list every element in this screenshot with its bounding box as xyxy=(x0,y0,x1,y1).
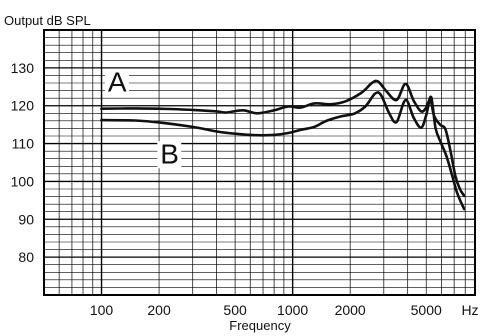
y-tick-label: 110 xyxy=(12,136,35,152)
series-layer xyxy=(100,79,466,211)
x-tick-label: 500 xyxy=(223,302,247,318)
annotation-backdrop xyxy=(104,69,129,97)
y-tick-label: 90 xyxy=(18,211,34,227)
y-tick-label: 130 xyxy=(11,60,35,76)
annotation-backdrop xyxy=(157,141,182,169)
y-tick-label: 100 xyxy=(11,173,35,189)
annotation-b: B xyxy=(160,138,179,169)
x-tick-label: 200 xyxy=(147,302,171,318)
x-tick-label: 1000 xyxy=(277,302,308,318)
y-tick-label: 120 xyxy=(11,98,35,114)
x-tick-label: 100 xyxy=(90,302,114,318)
series-line-b xyxy=(100,91,466,211)
annotation-a: A xyxy=(108,66,127,97)
x-tick-label: 5000 xyxy=(411,302,442,318)
x-tick-label: 2000 xyxy=(335,302,366,318)
y-tick-label: 80 xyxy=(18,249,34,265)
x-tick-labels: 100 200 500 1000 2000 5000 xyxy=(90,302,442,318)
y-axis-label: Output dB SPL xyxy=(4,13,91,28)
curve-annotations: AB xyxy=(104,66,182,169)
series-line-a xyxy=(100,79,466,198)
plot-frame xyxy=(43,29,476,296)
x-axis-unit: Hz xyxy=(461,302,478,318)
x-axis-label: Frequency xyxy=(229,318,291,333)
y-tick-labels: 80 90 100 110 120 130 xyxy=(11,60,35,265)
